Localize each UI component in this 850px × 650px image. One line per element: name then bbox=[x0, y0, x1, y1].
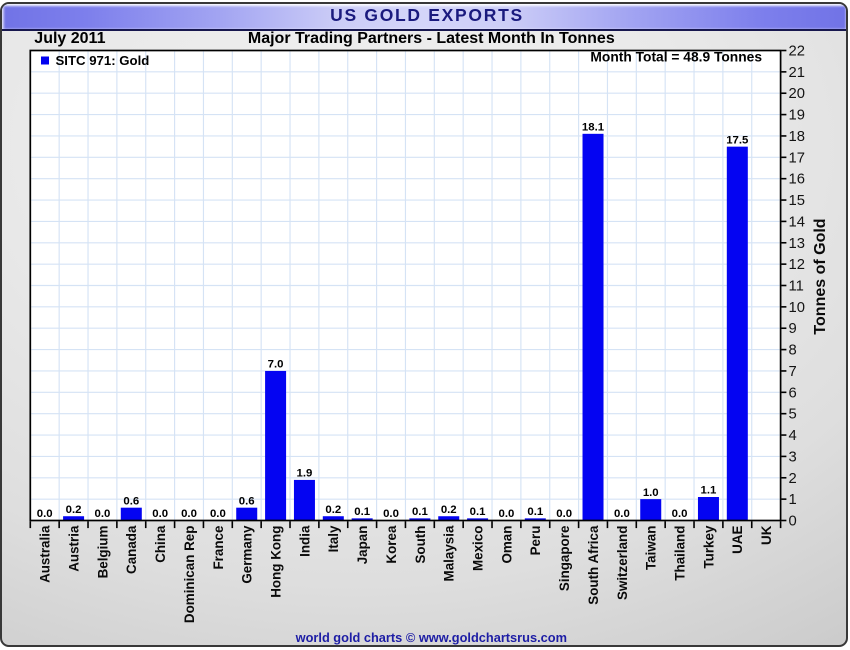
svg-text:0.0: 0.0 bbox=[383, 508, 399, 520]
svg-text:0: 0 bbox=[789, 514, 797, 530]
svg-text:6: 6 bbox=[789, 385, 797, 401]
svg-text:Oman: Oman bbox=[499, 526, 514, 564]
svg-text:0.1: 0.1 bbox=[412, 506, 428, 518]
svg-text:Canada: Canada bbox=[124, 525, 139, 574]
svg-text:South Africa: South Africa bbox=[586, 525, 601, 605]
svg-text:3: 3 bbox=[789, 449, 797, 465]
svg-text:Hong Kong: Hong Kong bbox=[268, 526, 283, 598]
svg-text:Tonnes of Gold: Tonnes of Gold bbox=[812, 218, 829, 334]
svg-text:7: 7 bbox=[789, 364, 797, 380]
svg-text:UK: UK bbox=[759, 525, 774, 545]
svg-text:0.2: 0.2 bbox=[66, 504, 82, 516]
svg-text:Italy: Italy bbox=[326, 525, 341, 552]
svg-text:Dominican Rep: Dominican Rep bbox=[182, 526, 197, 623]
svg-text:India: India bbox=[297, 525, 312, 557]
svg-text:Thailand: Thailand bbox=[673, 526, 688, 581]
svg-text:UAE: UAE bbox=[730, 526, 745, 554]
svg-text:South: South bbox=[413, 526, 428, 564]
svg-text:1: 1 bbox=[789, 492, 797, 508]
svg-text:0.1: 0.1 bbox=[527, 506, 543, 518]
svg-text:21: 21 bbox=[789, 65, 805, 81]
svg-text:0.6: 0.6 bbox=[123, 495, 139, 507]
svg-text:SITC 971: Gold: SITC 971: Gold bbox=[56, 53, 150, 68]
svg-text:7.0: 7.0 bbox=[268, 359, 284, 371]
svg-text:Australia: Australia bbox=[38, 525, 53, 583]
svg-text:0.0: 0.0 bbox=[181, 508, 197, 520]
svg-text:18: 18 bbox=[789, 129, 805, 145]
svg-text:17: 17 bbox=[789, 150, 805, 166]
svg-text:Japan: Japan bbox=[355, 526, 370, 565]
svg-text:2: 2 bbox=[789, 471, 797, 487]
svg-text:0.0: 0.0 bbox=[95, 508, 111, 520]
svg-text:Turkey: Turkey bbox=[701, 525, 716, 568]
svg-text:France: France bbox=[211, 526, 226, 570]
svg-text:0.0: 0.0 bbox=[556, 508, 572, 520]
svg-text:16: 16 bbox=[789, 172, 805, 188]
svg-text:Month Total = 48.9 Tonnes: Month Total = 48.9 Tonnes bbox=[590, 49, 762, 64]
svg-text:0.0: 0.0 bbox=[499, 508, 515, 520]
svg-text:0.0: 0.0 bbox=[37, 508, 53, 520]
svg-text:12: 12 bbox=[789, 257, 805, 273]
svg-text:18.1: 18.1 bbox=[582, 122, 605, 134]
svg-text:China: China bbox=[153, 525, 168, 563]
svg-text:Taiwan: Taiwan bbox=[644, 526, 659, 570]
svg-text:5: 5 bbox=[789, 407, 797, 423]
svg-text:0.2: 0.2 bbox=[441, 504, 457, 516]
svg-text:Mexico: Mexico bbox=[470, 526, 485, 571]
svg-text:0.6: 0.6 bbox=[239, 495, 255, 507]
svg-text:0.0: 0.0 bbox=[672, 508, 688, 520]
svg-text:1.1: 1.1 bbox=[701, 485, 717, 497]
svg-text:1.9: 1.9 bbox=[297, 468, 313, 480]
svg-text:11: 11 bbox=[789, 279, 804, 295]
svg-text:0.0: 0.0 bbox=[210, 508, 226, 520]
svg-text:8: 8 bbox=[789, 343, 797, 359]
svg-text:9: 9 bbox=[789, 321, 797, 337]
svg-text:Switzerland: Switzerland bbox=[615, 526, 630, 600]
svg-text:Belgium: Belgium bbox=[95, 526, 110, 579]
svg-text:17.5: 17.5 bbox=[726, 134, 749, 146]
svg-text:0.0: 0.0 bbox=[152, 508, 168, 520]
svg-text:22: 22 bbox=[789, 44, 805, 60]
svg-text:0.2: 0.2 bbox=[325, 504, 341, 516]
svg-text:15: 15 bbox=[789, 193, 805, 209]
svg-text:14: 14 bbox=[789, 214, 805, 230]
svg-text:0.0: 0.0 bbox=[614, 508, 630, 520]
svg-text:Austria: Austria bbox=[66, 525, 81, 572]
svg-text:1.0: 1.0 bbox=[643, 487, 659, 499]
svg-text:Korea: Korea bbox=[384, 525, 399, 564]
svg-text:Germany: Germany bbox=[240, 525, 255, 584]
svg-text:Singapore: Singapore bbox=[557, 526, 572, 591]
svg-text:0.1: 0.1 bbox=[354, 506, 370, 518]
svg-text:4: 4 bbox=[789, 428, 797, 444]
svg-text:Peru: Peru bbox=[528, 526, 543, 556]
svg-text:0.1: 0.1 bbox=[470, 506, 486, 518]
svg-text:19: 19 bbox=[789, 108, 805, 124]
svg-text:Malaysia: Malaysia bbox=[442, 525, 457, 581]
svg-text:13: 13 bbox=[789, 236, 805, 252]
svg-text:10: 10 bbox=[789, 300, 805, 316]
svg-text:20: 20 bbox=[789, 86, 805, 102]
